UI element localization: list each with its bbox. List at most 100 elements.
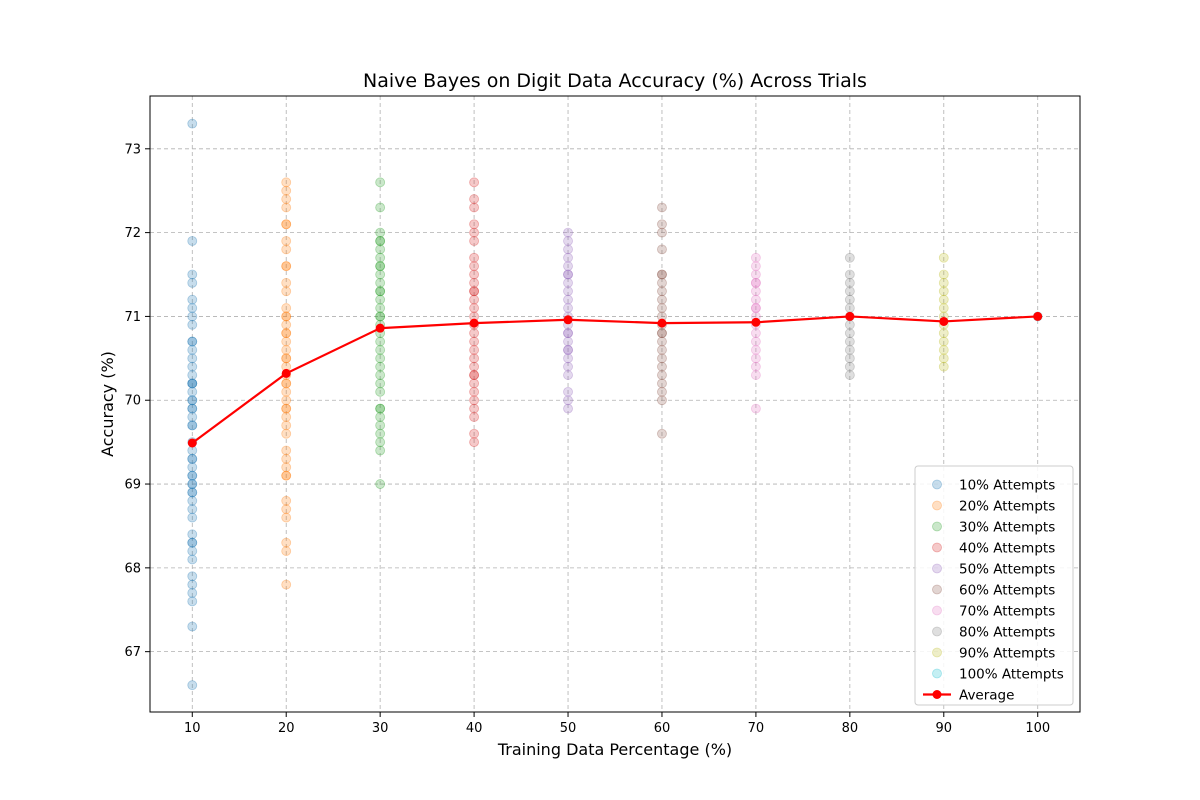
data-point (469, 202, 479, 213)
data-point (563, 395, 573, 406)
data-point (563, 403, 573, 414)
legend-label: 20% Attempts (959, 499, 1055, 515)
data-point (563, 244, 573, 255)
data-point (375, 378, 386, 389)
legend-marker (932, 605, 942, 616)
data-point (375, 345, 386, 355)
legend-marker (932, 542, 942, 553)
data-point (281, 403, 292, 414)
average-point (375, 323, 385, 333)
legend-marker (932, 668, 942, 679)
data-point (469, 361, 479, 372)
data-point (563, 227, 573, 238)
x-tick-label: 20 (278, 721, 295, 736)
data-point (187, 269, 198, 280)
data-point (657, 286, 667, 297)
data-point (281, 194, 292, 204)
data-point (281, 386, 292, 397)
data-point (375, 336, 386, 347)
data-point (751, 294, 761, 305)
data-point (844, 361, 855, 372)
data-point (187, 462, 198, 473)
data-point (844, 353, 855, 364)
data-point (657, 428, 667, 439)
data-point (375, 428, 386, 439)
data-point (187, 537, 198, 548)
data-point (187, 378, 198, 389)
data-point (657, 303, 667, 313)
data-point (375, 353, 386, 364)
data-point (469, 370, 479, 380)
data-point (469, 294, 479, 305)
data-point (375, 386, 386, 397)
y-tick-label: 73 (124, 142, 141, 157)
data-point (281, 319, 292, 330)
data-point (375, 303, 386, 313)
data-point (281, 470, 292, 481)
x-tick-label: 90 (936, 721, 953, 736)
data-point (657, 328, 667, 339)
average-point (939, 316, 949, 326)
data-point (187, 336, 198, 347)
x-tick-label: 80 (842, 721, 859, 736)
data-point (563, 328, 573, 339)
data-point (844, 303, 855, 313)
data-point (187, 353, 198, 364)
data-point (281, 277, 292, 288)
data-point (657, 269, 667, 280)
y-tick-label: 68 (124, 561, 141, 576)
data-point (187, 336, 198, 347)
data-point (375, 479, 386, 489)
data-point (187, 319, 198, 330)
data-point (563, 269, 573, 280)
average-point (469, 318, 479, 328)
x-tick-label: 50 (560, 721, 577, 736)
data-point (375, 311, 386, 322)
data-point (469, 286, 479, 297)
data-point (281, 378, 292, 389)
data-point (751, 303, 761, 313)
data-point (844, 319, 855, 330)
data-point (375, 311, 386, 322)
legend-box (914, 465, 1074, 706)
data-point (187, 294, 198, 305)
data-point (657, 277, 667, 288)
data-point (281, 185, 292, 196)
grid (150, 96, 1080, 712)
legend-label: 90% Attempts (959, 646, 1055, 662)
legend-label: 80% Attempts (959, 625, 1055, 641)
data-point (657, 244, 667, 255)
data-point (281, 412, 292, 422)
data-point (469, 328, 479, 339)
series-10-attempts (187, 118, 198, 691)
data-point (375, 370, 386, 380)
data-point (469, 219, 479, 230)
data-point (375, 227, 386, 238)
data-point (469, 378, 479, 389)
data-point (281, 286, 292, 297)
data-point (657, 370, 667, 380)
legend-label: 50% Attempts (959, 562, 1055, 578)
data-point (187, 495, 198, 506)
data-point (187, 453, 198, 464)
data-point (187, 303, 198, 313)
data-point (657, 202, 667, 213)
data-point (187, 403, 198, 414)
y-tick-label: 70 (124, 394, 141, 409)
series-40-attempts (469, 177, 479, 448)
data-point (187, 403, 198, 414)
data-point (375, 403, 386, 414)
average-point (1033, 311, 1043, 321)
data-point (469, 370, 479, 380)
legend-label: Average (959, 688, 1014, 704)
y-tick-label: 71 (124, 310, 141, 325)
data-point (281, 219, 292, 230)
legend-marker (932, 563, 942, 574)
data-point (375, 361, 386, 372)
data-point (375, 236, 386, 246)
average-point (187, 438, 197, 448)
legend-marker (932, 647, 942, 658)
data-point (187, 680, 198, 691)
data-point (563, 361, 573, 372)
data-point (563, 252, 573, 263)
